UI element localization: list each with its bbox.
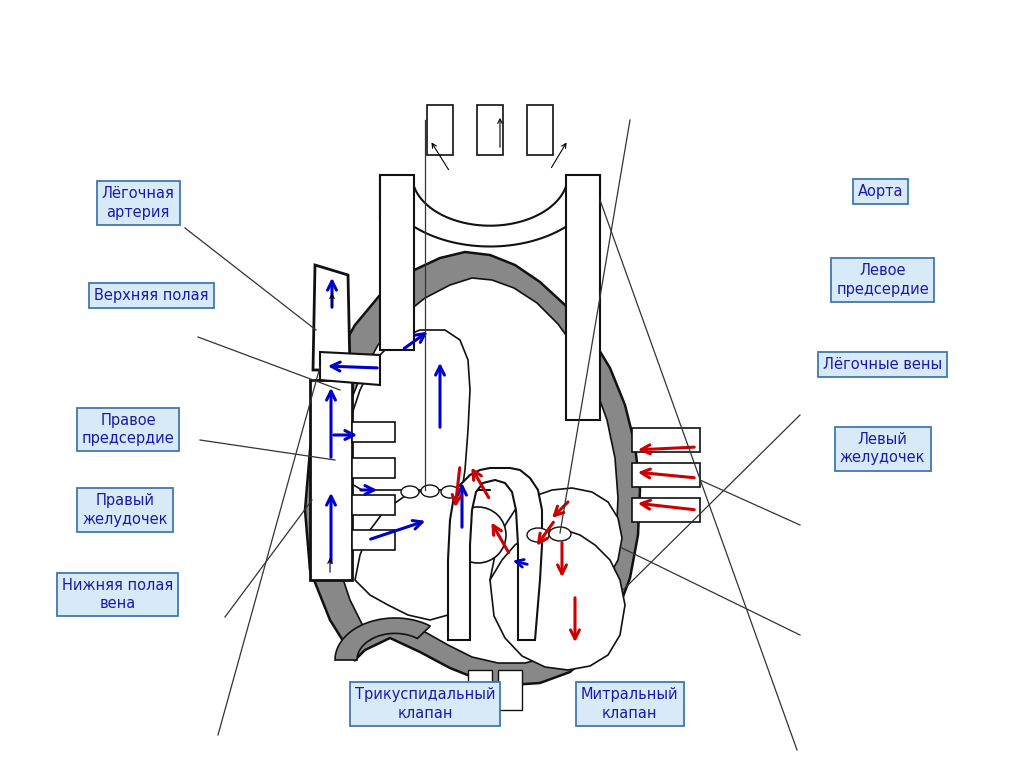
Text: Лёгочные вены: Лёгочные вены — [823, 357, 942, 372]
Text: Левое
предсердие: Левое предсердие — [837, 263, 929, 297]
Polygon shape — [468, 670, 492, 710]
Polygon shape — [632, 498, 700, 522]
Polygon shape — [527, 105, 553, 155]
Polygon shape — [310, 380, 352, 580]
Ellipse shape — [527, 528, 549, 542]
Text: Митральный
клапан: Митральный клапан — [581, 687, 679, 721]
Polygon shape — [427, 105, 453, 155]
Circle shape — [450, 507, 506, 563]
Text: Нижняя полая
вена: Нижняя полая вена — [62, 578, 173, 611]
Polygon shape — [490, 530, 625, 670]
Text: Левый
желудочек: Левый желудочек — [840, 432, 926, 466]
Text: Трикуспидальный
клапан: Трикуспидальный клапан — [354, 687, 496, 721]
Ellipse shape — [549, 527, 571, 541]
Polygon shape — [319, 352, 380, 385]
Polygon shape — [305, 252, 640, 685]
Polygon shape — [340, 330, 470, 490]
Polygon shape — [632, 428, 700, 452]
Polygon shape — [490, 488, 622, 604]
Ellipse shape — [401, 486, 419, 498]
Ellipse shape — [441, 486, 459, 498]
Polygon shape — [449, 468, 542, 640]
Polygon shape — [380, 175, 414, 350]
Polygon shape — [566, 175, 600, 420]
Text: Верхняя полая: Верхняя полая — [94, 288, 209, 303]
Polygon shape — [313, 265, 350, 370]
Polygon shape — [477, 105, 503, 155]
Text: Аорта: Аорта — [858, 184, 903, 199]
Ellipse shape — [421, 485, 439, 497]
Text: Правое
предсердие: Правое предсердие — [82, 413, 174, 446]
Polygon shape — [352, 422, 395, 442]
Polygon shape — [632, 463, 700, 487]
Text: Правый
желудочек: Правый желудочек — [82, 493, 168, 527]
Polygon shape — [380, 175, 600, 246]
Polygon shape — [355, 488, 470, 620]
Polygon shape — [352, 530, 395, 550]
Polygon shape — [335, 618, 430, 660]
Polygon shape — [330, 278, 618, 663]
Polygon shape — [352, 495, 395, 515]
Polygon shape — [352, 458, 395, 478]
Polygon shape — [498, 670, 522, 710]
Text: Лёгочная
артерия: Лёгочная артерия — [101, 186, 175, 220]
